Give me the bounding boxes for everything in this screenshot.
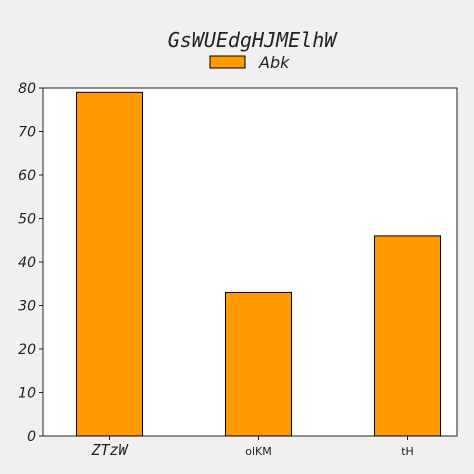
y-tick-label: 60	[18, 168, 36, 184]
chart-title: GsWUEdgHJMElhW	[168, 28, 339, 52]
legend-swatch	[209, 55, 246, 69]
x-axis: ZTzW olKM tH	[90, 436, 414, 459]
bar-olKM	[225, 291, 292, 437]
y-tick-label: 80	[18, 81, 36, 97]
y-tick-label: 70	[18, 125, 36, 141]
bar-tH	[374, 235, 441, 437]
x-tick-label: ZTzW	[90, 441, 129, 459]
y-tick-label: 0	[27, 429, 36, 445]
bar-ZTzW	[76, 91, 143, 437]
legend-label: Abk	[258, 53, 290, 72]
y-tick-label: 10	[18, 386, 36, 402]
y-tick-label: 40	[18, 255, 36, 271]
y-tick-label: 30	[18, 299, 36, 315]
y-tick-label: 50	[18, 212, 36, 228]
legend: Abk	[209, 53, 290, 72]
y-tick-label: 20	[18, 342, 36, 358]
y-axis: 0 10 20 30 40 50 60 70 80	[18, 81, 43, 445]
bars-group	[76, 91, 441, 437]
x-tick-label: tH	[401, 445, 414, 458]
x-tick-label: olKM	[245, 445, 272, 458]
